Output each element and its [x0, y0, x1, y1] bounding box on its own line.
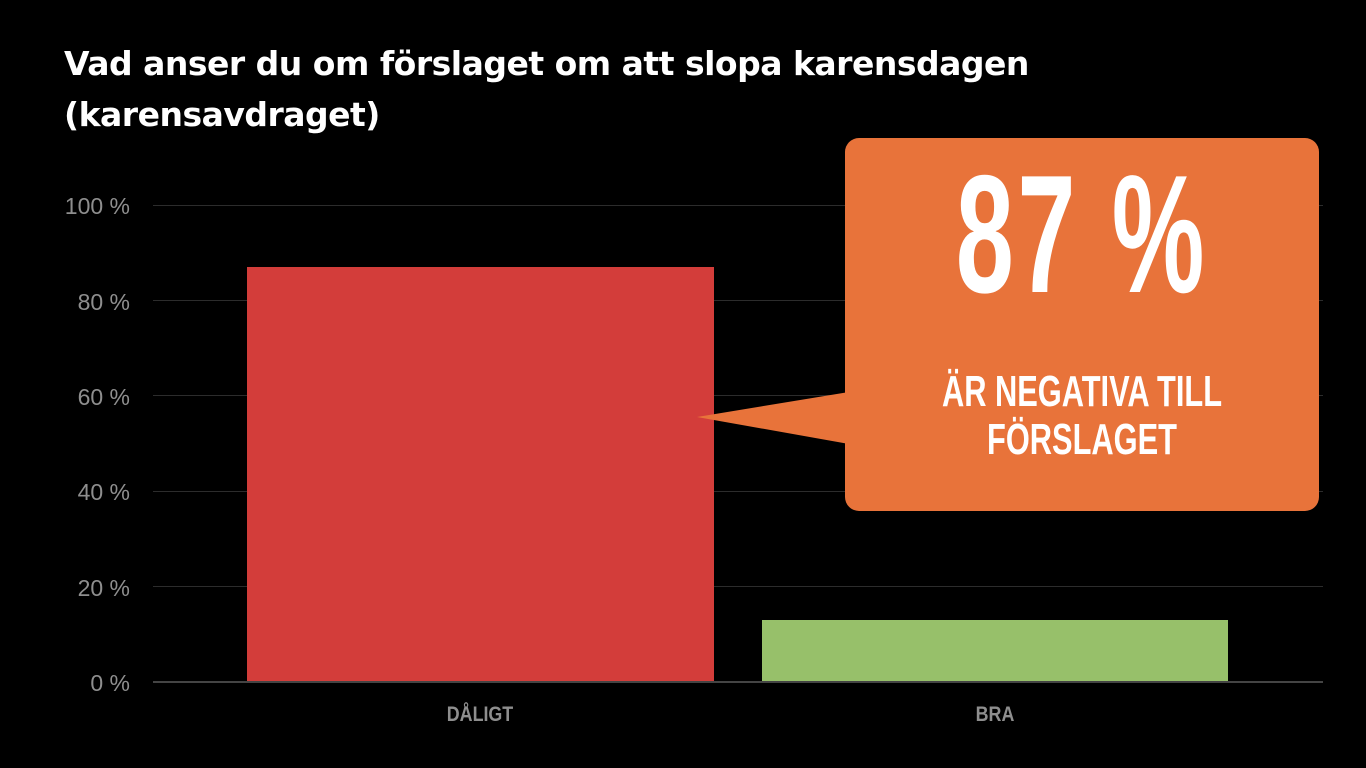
- y-tick-0: 0 %: [90, 670, 130, 696]
- x-label-bra: BRA: [975, 703, 1015, 726]
- bar-bra: [762, 619, 1228, 682]
- callout-box: 87 % ÄR NEGATIVA TILL FÖRSLAGET: [845, 138, 1319, 511]
- gridline-80: [153, 300, 1323, 301]
- y-tick-80: 80 %: [77, 289, 130, 315]
- gridline-100: [153, 205, 1323, 206]
- callout-pointer: [697, 392, 849, 444]
- bar-daligt: [247, 267, 714, 682]
- gridline-40: [153, 491, 1323, 492]
- gridline-20: [153, 586, 1323, 587]
- chart-title: Vad anser du om förslaget om att slopa k…: [64, 44, 1029, 134]
- x-axis-line: [153, 681, 1323, 683]
- x-label-daligt: DÅLIGT: [446, 703, 514, 726]
- callout-text: ÄR NEGATIVA TILL FÖRSLAGET: [941, 367, 1223, 464]
- y-tick-40: 40 %: [77, 479, 130, 505]
- y-tick-20: 20 %: [77, 575, 130, 601]
- y-tick-100: 100 %: [64, 193, 130, 219]
- y-tick-60: 60 %: [77, 384, 130, 410]
- callout-value: 87 %: [955, 140, 1209, 328]
- gridline-60: [153, 395, 1323, 396]
